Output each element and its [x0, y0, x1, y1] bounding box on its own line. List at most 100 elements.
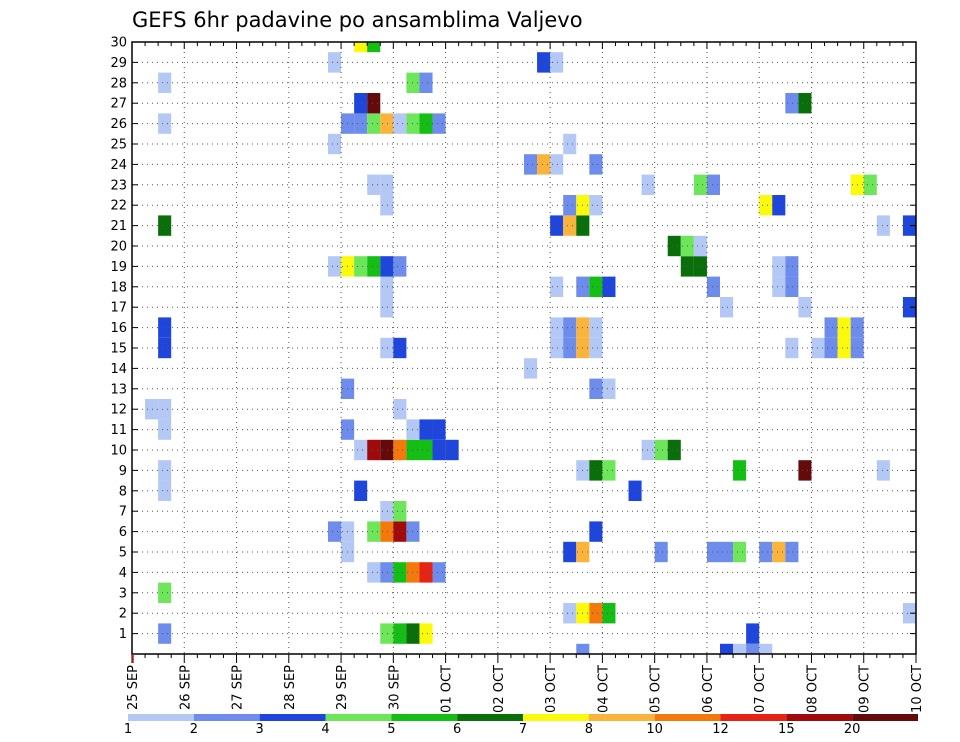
heatmap-cell — [563, 317, 577, 338]
legend-swatch — [720, 714, 787, 721]
heatmap-cell — [367, 521, 381, 542]
y-tick-label: 9 — [119, 464, 127, 479]
heatmap-cell — [158, 480, 172, 501]
heatmap-cell — [602, 378, 616, 399]
heatmap-cell — [563, 337, 577, 359]
heatmap-cell — [720, 541, 734, 563]
heatmap-cell — [380, 439, 394, 461]
legend-label: 20 — [844, 722, 861, 737]
heatmap-cell — [328, 133, 342, 155]
x-tick-label: 07 OCT — [753, 665, 768, 713]
heatmap-cell — [563, 541, 577, 563]
heatmap-cell — [550, 52, 564, 73]
heatmap-cell — [524, 154, 538, 175]
heatmap-cell — [419, 562, 433, 583]
heatmap-cell — [432, 419, 446, 440]
heatmap-cell — [785, 256, 799, 277]
heatmap-cell — [367, 174, 381, 195]
heatmap-cell — [772, 195, 786, 216]
x-tick-label: 27 SEP — [231, 665, 246, 710]
color-legend: 1 2 3 4 5 6 7 8 10 12 15 20 — [124, 714, 918, 737]
heatmap-cell — [550, 276, 564, 297]
y-tick-label: 27 — [110, 97, 127, 112]
legend-label: 5 — [387, 722, 395, 737]
heatmap-cell — [354, 256, 368, 277]
heatmap-cell — [367, 93, 381, 114]
y-tick-label: 11 — [110, 423, 127, 438]
heatmap-cell — [419, 113, 433, 134]
heatmap-cell — [367, 113, 381, 134]
y-tick-label: 21 — [110, 219, 127, 234]
heatmap-cell — [380, 337, 394, 359]
y-tick-label: 3 — [119, 586, 127, 601]
x-tick-label: 30 SEP — [387, 665, 402, 710]
heatmap-cell — [537, 154, 551, 175]
heatmap-cell — [380, 521, 394, 542]
heatmap-cell — [380, 195, 394, 216]
heatmap-cell — [328, 52, 342, 73]
y-tick-label: 26 — [110, 117, 127, 132]
y-tick-label: 5 — [119, 546, 127, 561]
x-tick-label: 06 OCT — [701, 665, 716, 713]
heatmap-cell — [772, 541, 786, 563]
x-tick-label: 01 OCT — [440, 665, 455, 713]
y-tick-label: 7 — [119, 505, 127, 520]
heatmap-cell — [733, 541, 747, 563]
heatmap-cell — [837, 317, 851, 338]
y-tick-label: 16 — [110, 321, 127, 336]
heatmap-cell — [589, 337, 603, 359]
heatmap-cell — [432, 113, 446, 134]
heatmap-cell — [746, 643, 760, 654]
legend-label: 10 — [646, 722, 663, 737]
heatmap-cell — [158, 460, 172, 481]
heatmap-cell — [589, 317, 603, 338]
heatmap-cell — [589, 195, 603, 216]
heatmap-cells — [145, 42, 916, 654]
heatmap-cell — [706, 541, 720, 563]
legend-label: 1 — [124, 722, 132, 737]
heatmap-cell — [380, 256, 394, 277]
heatmap-cell — [759, 643, 773, 654]
heatmap-cell — [367, 562, 381, 583]
heatmap-cell — [772, 256, 786, 277]
heatmap-cell — [720, 643, 734, 654]
y-tick-label: 24 — [110, 158, 127, 173]
heatmap-cell — [785, 93, 799, 114]
x-tick-label: 25 SEP — [126, 665, 141, 710]
y-tick-label: 15 — [110, 342, 127, 357]
heatmap-cell — [589, 521, 603, 542]
x-tick-label: 03 OCT — [544, 665, 559, 713]
heatmap-cell — [785, 337, 799, 359]
heatmap-cell — [902, 215, 916, 236]
heatmap-cell — [419, 72, 433, 93]
y-tick-label: 19 — [110, 260, 127, 275]
heatmap-cell — [432, 439, 446, 461]
heatmap-cell — [419, 623, 433, 644]
y-axis: 1234567891011121314151617181920212223242… — [110, 36, 916, 642]
heatmap-cell — [380, 623, 394, 644]
heatmap-cell — [328, 521, 342, 542]
heatmap-cell — [759, 541, 773, 563]
heatmap-cell — [380, 174, 394, 195]
heatmap-cell — [563, 133, 577, 155]
heatmap-cell — [393, 501, 407, 522]
heatmap-cell — [798, 93, 812, 114]
heatmap-cell — [733, 643, 747, 654]
heatmap-cell — [354, 93, 368, 114]
heatmap-cell — [602, 603, 616, 624]
x-tick-label: 28 SEP — [283, 665, 298, 710]
heatmap-cell — [419, 439, 433, 461]
legend-label: 2 — [190, 722, 198, 737]
heatmap-cell — [550, 154, 564, 175]
heatmap-cell — [158, 623, 172, 644]
heatmap-cell — [550, 337, 564, 359]
y-tick-label: 13 — [110, 382, 127, 397]
heatmap-cell — [393, 256, 407, 277]
x-tick-label: 08 OCT — [805, 665, 820, 713]
heatmap-cell — [537, 52, 551, 73]
x-tick-label: 09 OCT — [858, 665, 873, 713]
heatmap-cell — [720, 297, 734, 318]
heatmap-cell — [524, 358, 538, 379]
legend-swatch — [786, 714, 853, 721]
heatmap-cell — [380, 501, 394, 522]
